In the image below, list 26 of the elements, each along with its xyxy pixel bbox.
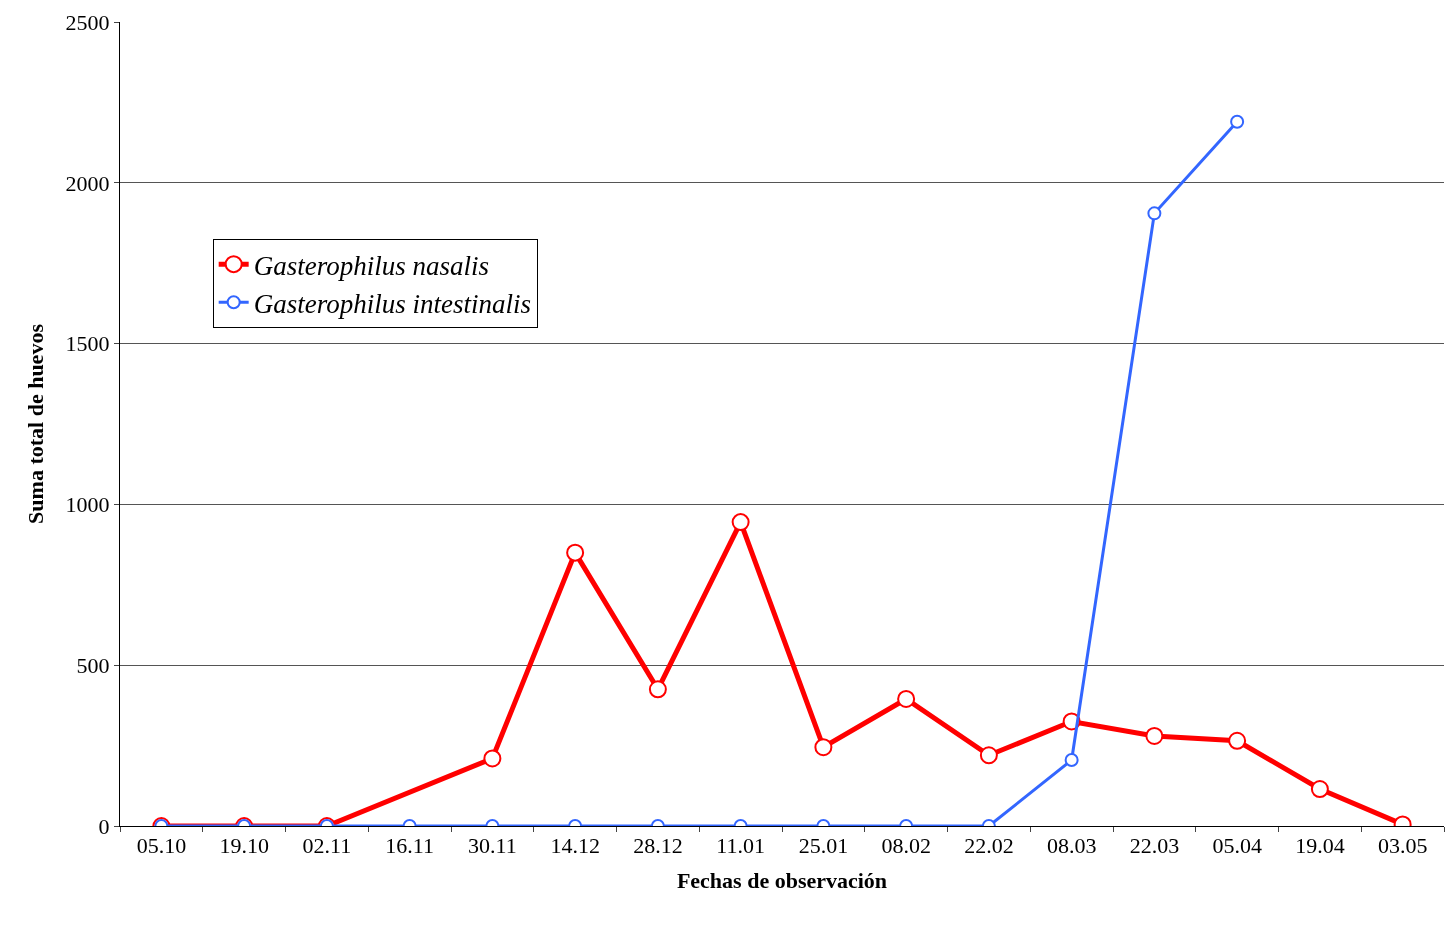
x-tick-label: 14.12	[550, 833, 600, 859]
y-tick-label: 500	[76, 652, 110, 678]
x-tick-label: 25.01	[798, 833, 849, 859]
x-tick-label: 16.11	[385, 833, 434, 859]
x-tick-label: 22.02	[964, 833, 1014, 859]
x-tick-label: 28.12	[633, 833, 683, 859]
x-tick-label: 19.10	[219, 833, 269, 859]
x-tick-label: 30.11	[468, 833, 517, 859]
y-tick-label: 0	[98, 813, 110, 839]
y-tick-label: 2500	[65, 9, 110, 35]
y-tick-label: 2000	[65, 170, 110, 196]
x-tick-label: 08.02	[881, 833, 931, 859]
y-tick-label: 1500	[65, 331, 110, 357]
x-tick-label: 02.11	[302, 833, 352, 859]
x-tick-label: 05.04	[1212, 833, 1262, 859]
x-tick-label: 03.05	[1377, 833, 1428, 859]
x-tick-label: 08.03	[1046, 833, 1097, 859]
x-axis-title: Fechas de observación	[676, 868, 888, 894]
legend-label: Gasterophilus intestinalis	[253, 288, 531, 319]
x-tick-label: 05.10	[136, 833, 187, 859]
y-tick-label: 1000	[65, 492, 110, 518]
legend-label: Gasterophilus nasalis	[253, 250, 489, 281]
x-tick-label: 22.03	[1129, 833, 1180, 859]
x-tick-label: 11.01	[716, 833, 765, 859]
y-axis-title: Suma total de huevos	[23, 323, 49, 524]
x-tick-label: 19.04	[1295, 833, 1345, 859]
